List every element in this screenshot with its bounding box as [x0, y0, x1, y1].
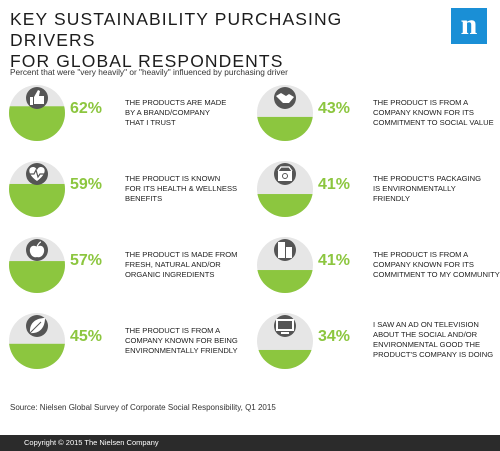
driver-description-line: THE PRODUCT IS FROM A [373, 250, 469, 259]
driver-description-line: BENEFITS [125, 194, 163, 203]
driver-description-line: IS ENVIRONMENTALLY [373, 184, 456, 193]
driver-gauge [257, 161, 313, 217]
driver-item: 41% THE PRODUCT'S PACKAGING IS ENVIRONMENT… [256, 160, 500, 220]
driver-description-line: THE PRODUCT IS FROM A [373, 98, 469, 107]
driver-gauge [257, 85, 313, 141]
driver-description-line: ENVIRONMENTALLY FRIENDLY [125, 346, 238, 355]
driver-description: THE PRODUCT'S PACKAGING IS ENVIRONMENTALL… [373, 174, 500, 204]
leaf-icon [29, 318, 45, 334]
driver-percent-label: 62% [70, 100, 103, 117]
driver-percent-label: 34% [318, 328, 351, 345]
driver-description-line: FRESH, NATURAL AND/OR [125, 260, 221, 269]
driver-description-line: I SAW AN AD ON TELEVISION [373, 320, 479, 329]
title-line-2: FOR GLOBAL RESPONDENTS [10, 51, 284, 71]
driver-item: 34% I SAW AN AD ON TELEVISION ABOUT THE SO… [256, 312, 500, 372]
driver-percent-label: 59% [70, 176, 103, 193]
driver-description-line: THAT I TRUST [125, 118, 176, 127]
driver-description-line: ORGANIC INGREDIENTS [125, 270, 215, 279]
heart-pulse-icon [29, 167, 45, 181]
driver-percent-label: 45% [70, 328, 103, 345]
apple-icon [29, 241, 45, 258]
nielsen-logo: n [451, 8, 487, 44]
handshake-icon [276, 93, 294, 103]
driver-description-line: COMPANY KNOWN FOR ITS [373, 260, 474, 269]
driver-item: 45% THE PRODUCT IS FROM A COMPANY KNOWN FO… [8, 312, 253, 372]
driver-gauge [257, 313, 313, 369]
driver-description-line: THE PRODUCT'S PACKAGING [373, 174, 482, 183]
buildings-icon [278, 242, 292, 258]
driver-description: THE PRODUCT IS FROM A COMPANY KNOWN FOR I… [373, 98, 500, 128]
gauge-fill-bar [9, 106, 65, 141]
driver-description-line: THE PRODUCT IS KNOWN [125, 174, 221, 183]
driver-gauge [9, 237, 65, 293]
gauge-fill-bar [9, 183, 65, 217]
driver-description: THE PRODUCT IS FROM A COMPANY KNOWN FOR I… [373, 250, 500, 280]
page-title: KEY SUSTAINABILITY PURCHASING DRIVERS FO… [10, 9, 430, 72]
driver-description-line: FRIENDLY [373, 194, 410, 203]
driver-description: THE PRODUCTS ARE MADE BY A BRAND/COMPANY T… [125, 98, 253, 128]
subtitle: Percent that were "very heavily" or "hea… [10, 67, 288, 77]
driver-description-line: COMMITMENT TO MY COMMUNITY [373, 270, 500, 279]
driver-description: THE PRODUCT IS KNOWN FOR ITS HEALTH & WEL… [125, 174, 253, 204]
driver-item: 62% THE PRODUCTS ARE MADE BY A BRAND/COMPA… [8, 84, 253, 144]
driver-item: 41% THE PRODUCT IS FROM A COMPANY KNOWN FO… [256, 236, 500, 296]
driver-description-line: PRODUCT'S COMPANY IS DOING [373, 350, 494, 359]
driver-description-line: THE PRODUCT IS FROM A [125, 326, 221, 335]
driver-percent-label: 41% [318, 176, 351, 193]
driver-gauge [257, 237, 313, 293]
gauge-fill-bar [257, 194, 313, 217]
television-icon [276, 319, 294, 334]
driver-percent-label: 43% [318, 100, 351, 117]
driver-description-line: THE PRODUCTS ARE MADE [125, 98, 227, 107]
copyright-footer: Copyright © 2015 The Nielsen Company [0, 435, 500, 451]
driver-description: I SAW AN AD ON TELEVISION ABOUT THE SOCIA… [373, 320, 500, 360]
driver-gauge [9, 161, 65, 217]
driver-description-line: THE PRODUCT IS MADE FROM [125, 250, 238, 259]
driver-gauge [9, 85, 65, 141]
thumbs-up-icon [30, 90, 44, 105]
driver-description-line: BY A BRAND/COMPANY [125, 108, 210, 117]
driver-description-line: ENVIRONMENTAL GOOD THE [373, 340, 481, 349]
driver-item: 59% THE PRODUCT IS KNOWN FOR ITS HEALTH & … [8, 160, 253, 220]
driver-item: 57% THE PRODUCT IS MADE FROM FRESH, NATURA… [8, 236, 253, 296]
title-line-1: KEY SUSTAINABILITY PURCHASING DRIVERS [10, 9, 343, 50]
driver-description: THE PRODUCT IS FROM A COMPANY KNOWN FOR B… [125, 326, 253, 356]
gauge-fill-bar [9, 343, 65, 369]
driver-description-line: COMMITMENT TO SOCIAL VALUE [373, 118, 494, 127]
driver-percent-label: 57% [70, 252, 103, 269]
driver-gauge [9, 313, 65, 369]
driver-description: THE PRODUCT IS MADE FROM FRESH, NATURAL A… [125, 250, 253, 280]
driver-item: 43% THE PRODUCT IS FROM A COMPANY KNOWN FO… [256, 84, 500, 144]
driver-description-line: COMPANY KNOWN FOR ITS [373, 108, 474, 117]
driver-description-line: ABOUT THE SOCIAL AND/OR [373, 330, 478, 339]
gauge-fill-bar [257, 349, 313, 369]
source-note: Source: Nielsen Global Survey of Corpora… [10, 403, 276, 412]
gauge-fill-bar [9, 261, 65, 293]
driver-percent-label: 41% [318, 252, 351, 269]
recycle-box-icon [277, 166, 293, 181]
driver-description-line: COMPANY KNOWN FOR BEING [125, 336, 238, 345]
gauge-fill-bar [257, 116, 313, 141]
gauge-fill-bar [257, 270, 313, 293]
driver-description-line: FOR ITS HEALTH & WELLNESS [125, 184, 238, 193]
